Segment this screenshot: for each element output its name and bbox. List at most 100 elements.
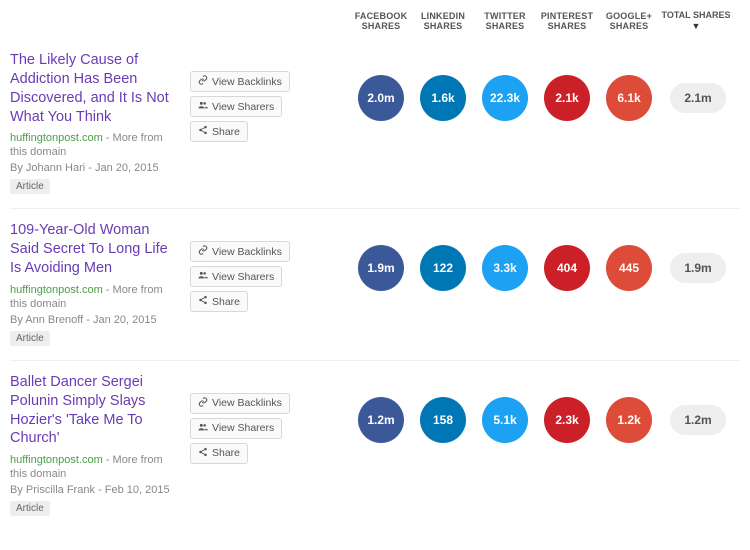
pinterest-shares[interactable]: 404 <box>544 245 590 291</box>
result-byline: By Johann Hari - Jan 20, 2015 <box>10 162 180 174</box>
col-label: PINTEREST <box>541 11 593 21</box>
sort-desc-icon: ▼ <box>660 21 732 31</box>
result-tag: Article <box>10 179 50 194</box>
share-value: 1.9m <box>684 261 711 275</box>
share-value: 445 <box>619 261 639 275</box>
result-domain[interactable]: huffingtonpost.com <box>10 454 103 466</box>
col-total[interactable]: TOTAL SHARES ▼ <box>660 10 732 31</box>
twitter-shares[interactable]: 5.1k <box>482 397 528 443</box>
linkedin-shares[interactable]: 122 <box>420 245 466 291</box>
col-label: FACEBOOK <box>355 11 408 21</box>
share-value: 2.0m <box>367 91 394 105</box>
result-title[interactable]: 109-Year-Old Woman Said Secret To Long L… <box>10 221 180 278</box>
button-label: Share <box>212 126 240 138</box>
share-value: 158 <box>433 413 453 427</box>
total-shares: 1.9m <box>670 253 726 283</box>
share-value: 5.1k <box>493 413 516 427</box>
googleplus-shares[interactable]: 1.2k <box>606 397 652 443</box>
result-row: 109-Year-Old Woman Said Secret To Long L… <box>10 209 740 361</box>
result-info: The Likely Cause of Addiction Has Been D… <box>10 51 190 194</box>
people-icon <box>198 100 208 113</box>
linkedin-shares[interactable]: 1.6k <box>420 75 466 121</box>
col-pinterest[interactable]: PINTEREST SHARES <box>536 11 598 31</box>
result-tag: Article <box>10 501 50 516</box>
button-label: View Backlinks <box>212 246 282 258</box>
view-backlinks-button[interactable]: View Backlinks <box>190 393 290 414</box>
button-label: View Sharers <box>212 271 274 283</box>
result-domain[interactable]: huffingtonpost.com <box>10 132 103 144</box>
twitter-shares[interactable]: 22.3k <box>482 75 528 121</box>
share-value: 3.3k <box>493 261 516 275</box>
col-label: SHARES <box>610 21 649 31</box>
result-domain[interactable]: huffingtonpost.com <box>10 284 103 296</box>
button-label: View Sharers <box>212 422 274 434</box>
button-label: View Backlinks <box>212 76 282 88</box>
share-button[interactable]: Share <box>190 121 248 142</box>
people-icon <box>198 270 208 283</box>
facebook-shares[interactable]: 1.2m <box>358 397 404 443</box>
share-icon <box>198 295 208 308</box>
share-icon <box>198 447 208 460</box>
share-counts: 1.9m 122 3.3k 404 445 1.9m <box>302 221 726 291</box>
result-tag: Article <box>10 331 50 346</box>
view-backlinks-button[interactable]: View Backlinks <box>190 71 290 92</box>
result-row: Ballet Dancer Sergei Polunin Simply Slay… <box>10 361 740 530</box>
share-value: 6.1k <box>617 91 640 105</box>
share-icon <box>198 125 208 138</box>
col-label: SHARES <box>548 21 587 31</box>
result-info: 109-Year-Old Woman Said Secret To Long L… <box>10 221 190 346</box>
result-byline: By Priscilla Frank - Feb 10, 2015 <box>10 484 180 496</box>
share-value: 122 <box>433 261 453 275</box>
link-icon <box>198 75 208 88</box>
result-title[interactable]: Ballet Dancer Sergei Polunin Simply Slay… <box>10 373 180 448</box>
button-label: Share <box>212 447 240 459</box>
pinterest-shares[interactable]: 2.1k <box>544 75 590 121</box>
result-title[interactable]: The Likely Cause of Addiction Has Been D… <box>10 51 180 126</box>
share-value: 2.3k <box>555 413 578 427</box>
people-icon <box>198 422 208 435</box>
share-value: 404 <box>557 261 577 275</box>
col-label: SHARES <box>486 21 525 31</box>
share-value: 1.6k <box>431 91 454 105</box>
view-sharers-button[interactable]: View Sharers <box>190 418 282 439</box>
result-info: Ballet Dancer Sergei Polunin Simply Slay… <box>10 373 190 516</box>
facebook-shares[interactable]: 2.0m <box>358 75 404 121</box>
button-label: View Sharers <box>212 101 274 113</box>
col-linkedin[interactable]: LINKEDIN SHARES <box>412 11 474 31</box>
linkedin-shares[interactable]: 158 <box>420 397 466 443</box>
button-label: View Backlinks <box>212 397 282 409</box>
pinterest-shares[interactable]: 2.3k <box>544 397 590 443</box>
share-value: 2.1k <box>555 91 578 105</box>
col-label: TWITTER <box>484 11 525 21</box>
col-googleplus[interactable]: GOOGLE+ SHARES <box>598 11 660 31</box>
total-shares: 2.1m <box>670 83 726 113</box>
result-actions: View Backlinks View Sharers Share <box>190 221 302 312</box>
view-sharers-button[interactable]: View Sharers <box>190 266 282 287</box>
share-counts: 1.2m 158 5.1k 2.3k 1.2k 1.2m <box>302 373 726 443</box>
button-label: Share <box>212 296 240 308</box>
view-backlinks-button[interactable]: View Backlinks <box>190 241 290 262</box>
col-facebook[interactable]: FACEBOOK SHARES <box>350 11 412 31</box>
googleplus-shares[interactable]: 6.1k <box>606 75 652 121</box>
result-actions: View Backlinks View Sharers Share <box>190 51 302 142</box>
result-row: The Likely Cause of Addiction Has Been D… <box>10 39 740 209</box>
share-button[interactable]: Share <box>190 291 248 312</box>
view-sharers-button[interactable]: View Sharers <box>190 96 282 117</box>
googleplus-shares[interactable]: 445 <box>606 245 652 291</box>
share-value: 1.2k <box>617 413 640 427</box>
twitter-shares[interactable]: 3.3k <box>482 245 528 291</box>
share-headers: FACEBOOK SHARES LINKEDIN SHARES TWITTER … <box>10 10 740 39</box>
share-value: 1.2m <box>367 413 394 427</box>
facebook-shares[interactable]: 1.9m <box>358 245 404 291</box>
link-icon <box>198 397 208 410</box>
share-value: 1.9m <box>367 261 394 275</box>
share-button[interactable]: Share <box>190 443 248 464</box>
col-label: SHARES <box>362 21 401 31</box>
col-twitter[interactable]: TWITTER SHARES <box>474 11 536 31</box>
share-value: 22.3k <box>490 91 520 105</box>
col-label: GOOGLE+ <box>606 11 652 21</box>
total-shares: 1.2m <box>670 405 726 435</box>
col-label: SHARES <box>424 21 463 31</box>
share-value: 2.1m <box>684 91 711 105</box>
result-byline: By Ann Brenoff - Jan 20, 2015 <box>10 314 180 326</box>
